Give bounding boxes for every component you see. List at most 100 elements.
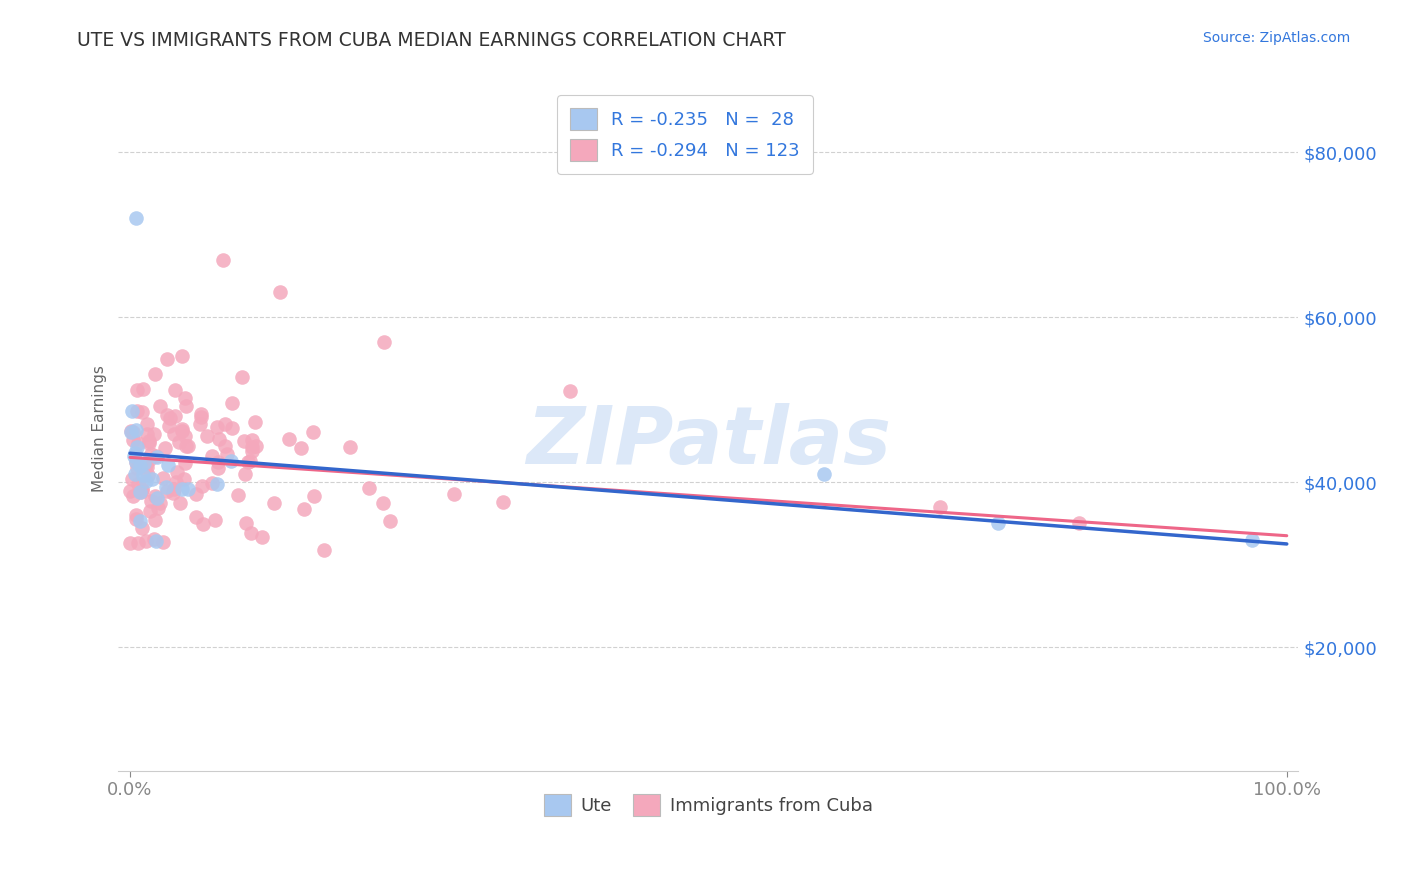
Point xyxy=(184,510,207,524)
Text: ZIPatlas: ZIPatlas xyxy=(526,403,891,481)
Point xyxy=(186,486,208,500)
Point xyxy=(135,475,157,489)
Point xyxy=(373,496,395,510)
Point xyxy=(205,476,228,491)
Point xyxy=(211,252,233,267)
Point xyxy=(125,211,148,226)
Point xyxy=(170,422,193,436)
Point xyxy=(373,334,395,349)
Point xyxy=(127,436,149,450)
Point xyxy=(127,536,149,550)
Point xyxy=(167,435,190,450)
Point xyxy=(122,489,145,503)
Point xyxy=(124,508,146,522)
Point xyxy=(813,467,835,481)
Point xyxy=(188,417,211,432)
Point xyxy=(156,351,179,366)
Point xyxy=(191,479,214,493)
Point xyxy=(129,459,152,474)
Point xyxy=(152,471,174,485)
Point xyxy=(163,482,186,496)
Point xyxy=(290,441,312,455)
Point xyxy=(169,496,191,510)
Point xyxy=(156,484,179,499)
Point xyxy=(162,427,184,442)
Point xyxy=(138,468,160,483)
Point xyxy=(124,454,146,468)
Point xyxy=(221,454,243,468)
Point xyxy=(214,417,236,431)
Point xyxy=(277,432,299,446)
Point xyxy=(132,382,155,396)
Point xyxy=(163,383,186,397)
Point xyxy=(215,448,238,462)
Point xyxy=(120,425,142,439)
Point xyxy=(132,457,155,471)
Point xyxy=(231,370,253,384)
Point xyxy=(132,468,155,483)
Point xyxy=(125,423,148,437)
Point xyxy=(252,530,274,544)
Point xyxy=(129,485,152,500)
Point xyxy=(174,439,197,453)
Point xyxy=(492,494,515,508)
Point xyxy=(138,434,160,449)
Point xyxy=(928,500,950,514)
Point xyxy=(380,514,402,528)
Point xyxy=(129,514,152,528)
Point xyxy=(987,516,1010,531)
Point xyxy=(170,350,193,364)
Point xyxy=(207,455,229,469)
Point xyxy=(314,543,336,558)
Point xyxy=(121,472,143,486)
Point xyxy=(157,458,180,473)
Point xyxy=(125,455,148,469)
Point xyxy=(141,473,163,487)
Point xyxy=(138,436,160,450)
Point xyxy=(170,424,193,438)
Point xyxy=(124,446,146,460)
Point xyxy=(207,420,229,434)
Point xyxy=(155,480,177,494)
Point xyxy=(558,384,581,399)
Point xyxy=(269,285,291,300)
Point xyxy=(174,429,197,443)
Y-axis label: Median Earnings: Median Earnings xyxy=(93,365,107,492)
Point xyxy=(302,489,325,503)
Point xyxy=(243,415,266,429)
Point xyxy=(131,483,153,497)
Point xyxy=(190,408,212,422)
Point xyxy=(124,467,146,482)
Point xyxy=(120,484,142,499)
Point xyxy=(240,526,263,541)
Point xyxy=(122,434,145,448)
Point xyxy=(125,512,148,526)
Point xyxy=(207,460,229,475)
Point xyxy=(145,449,167,463)
Point xyxy=(201,449,224,463)
Point xyxy=(190,410,212,425)
Point xyxy=(177,439,200,453)
Point xyxy=(173,472,195,486)
Point xyxy=(146,450,169,464)
Point xyxy=(145,491,167,505)
Point xyxy=(127,477,149,491)
Point xyxy=(124,450,146,464)
Point xyxy=(245,439,267,453)
Point xyxy=(135,533,157,548)
Point xyxy=(131,405,153,419)
Point xyxy=(159,410,181,425)
Point xyxy=(146,501,169,516)
Point xyxy=(221,421,243,435)
Point xyxy=(170,483,193,497)
Point xyxy=(221,396,243,410)
Legend: Ute, Immigrants from Cuba: Ute, Immigrants from Cuba xyxy=(537,787,880,823)
Point xyxy=(233,434,256,448)
Point xyxy=(177,483,200,497)
Point xyxy=(135,417,157,431)
Point xyxy=(263,496,285,510)
Point xyxy=(359,481,381,495)
Point xyxy=(120,424,142,438)
Point xyxy=(214,439,236,453)
Point xyxy=(233,467,256,481)
